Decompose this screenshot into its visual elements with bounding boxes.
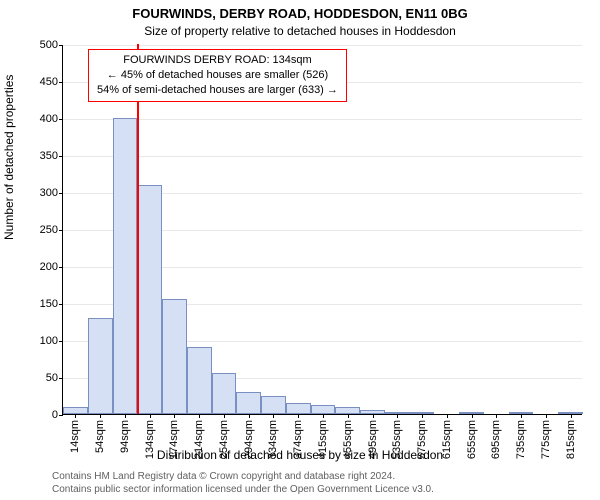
x-tick-mark xyxy=(373,414,374,418)
y-tick-mark xyxy=(59,304,63,305)
y-tick-mark xyxy=(59,193,63,194)
y-axis-label: Number of detached properties xyxy=(2,75,16,240)
histogram-bar xyxy=(335,407,360,414)
histogram-bar xyxy=(212,373,237,414)
histogram-bar xyxy=(187,347,212,414)
x-tick-mark xyxy=(100,414,101,418)
x-tick-mark xyxy=(249,414,250,418)
histogram-bar xyxy=(162,299,187,414)
x-tick-mark xyxy=(496,414,497,418)
chart-container: FOURWINDS, DERBY ROAD, HODDESDON, EN11 0… xyxy=(0,0,600,500)
y-tick-label: 350 xyxy=(40,150,58,162)
y-tick-mark xyxy=(59,82,63,83)
x-tick-mark xyxy=(199,414,200,418)
x-tick-mark xyxy=(174,414,175,418)
x-tick-mark xyxy=(571,414,572,418)
histogram-bar xyxy=(137,185,162,414)
x-tick-mark xyxy=(422,414,423,418)
x-tick-mark xyxy=(150,414,151,418)
footer-line-2: Contains public sector information licen… xyxy=(52,484,434,497)
y-tick-mark xyxy=(59,378,63,379)
x-tick-mark xyxy=(224,414,225,418)
annotation-line: FOURWINDS DERBY ROAD: 134sqm xyxy=(97,53,338,68)
y-tick-label: 500 xyxy=(40,39,58,51)
x-tick-mark xyxy=(472,414,473,418)
histogram-bar xyxy=(63,407,88,414)
histogram-bar xyxy=(311,405,336,414)
x-tick-mark xyxy=(323,414,324,418)
y-tick-label: 0 xyxy=(52,409,58,421)
y-tick-mark xyxy=(59,415,63,416)
x-tick-mark xyxy=(75,414,76,418)
histogram-bar xyxy=(113,118,138,414)
y-tick-label: 450 xyxy=(40,76,58,88)
y-tick-label: 200 xyxy=(40,261,58,273)
footer-line-1: Contains HM Land Registry data © Crown c… xyxy=(52,471,434,484)
y-tick-mark xyxy=(59,267,63,268)
x-tick-mark xyxy=(546,414,547,418)
annotation-box: FOURWINDS DERBY ROAD: 134sqm← 45% of det… xyxy=(88,49,347,102)
y-tick-mark xyxy=(59,230,63,231)
annotation-line: 54% of semi-detached houses are larger (… xyxy=(97,83,338,98)
x-tick-mark xyxy=(521,414,522,418)
y-tick-label: 100 xyxy=(40,335,58,347)
x-tick-mark xyxy=(447,414,448,418)
y-tick-label: 250 xyxy=(40,224,58,236)
x-tick-mark xyxy=(397,414,398,418)
footer-credits: Contains HM Land Registry data © Crown c… xyxy=(52,471,434,496)
x-tick-mark xyxy=(298,414,299,418)
y-tick-mark xyxy=(59,156,63,157)
chart-subtitle: Size of property relative to detached ho… xyxy=(0,24,600,38)
histogram-bar xyxy=(236,392,261,414)
y-tick-label: 50 xyxy=(46,372,58,384)
x-tick-mark xyxy=(125,414,126,418)
y-tick-mark xyxy=(59,341,63,342)
gridline xyxy=(63,119,582,120)
y-tick-label: 400 xyxy=(40,113,58,125)
histogram-bar xyxy=(261,396,286,415)
x-axis-label: Distribution of detached houses by size … xyxy=(0,448,600,462)
histogram-bar xyxy=(88,318,113,414)
y-tick-label: 150 xyxy=(40,298,58,310)
gridline xyxy=(63,156,582,157)
x-tick-mark xyxy=(348,414,349,418)
y-tick-mark xyxy=(59,119,63,120)
y-tick-label: 300 xyxy=(40,187,58,199)
annotation-line: ← 45% of detached houses are smaller (52… xyxy=(97,68,338,83)
plot-area: 05010015020025030035040045050014sqm54sqm… xyxy=(62,45,582,415)
histogram-bar xyxy=(286,403,311,414)
chart-title: FOURWINDS, DERBY ROAD, HODDESDON, EN11 0… xyxy=(0,6,600,21)
gridline xyxy=(63,45,582,46)
y-tick-mark xyxy=(59,45,63,46)
x-tick-mark xyxy=(273,414,274,418)
